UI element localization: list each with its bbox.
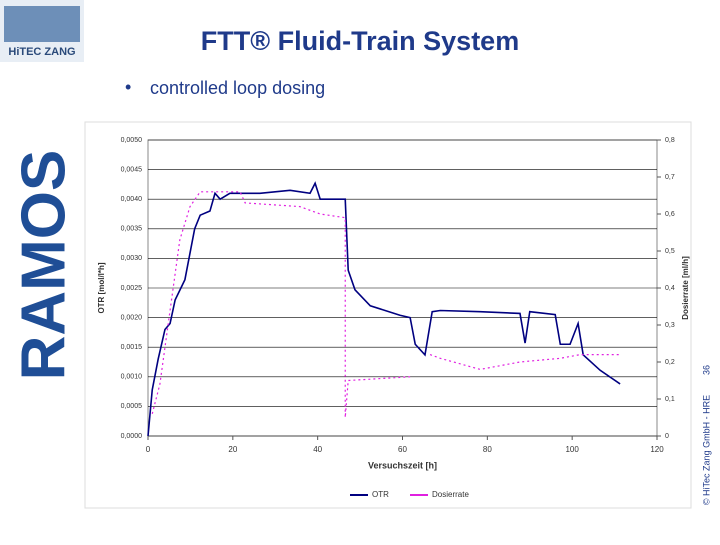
x-tick-label: 120 xyxy=(650,445,664,454)
bullet-dot: • xyxy=(125,77,131,97)
series-line xyxy=(147,181,621,437)
y2-tick-label: 0,1 xyxy=(665,396,675,403)
y2-tick-label: 0,8 xyxy=(665,137,675,144)
x-tick-label: 40 xyxy=(313,445,322,454)
y-tick-label: 0,0010 xyxy=(121,374,143,381)
y-tick-label: 0,0000 xyxy=(121,433,143,440)
y2-tick-label: 0,5 xyxy=(665,248,675,255)
legend-label: Dosierrate xyxy=(432,490,469,499)
x-tick-label: 60 xyxy=(398,445,407,454)
y-tick-label: 0,0015 xyxy=(121,344,143,351)
y-tick-label: 0,0005 xyxy=(121,403,143,410)
y2-tick-label: 0,2 xyxy=(665,359,675,366)
x-tick-label: 100 xyxy=(565,445,579,454)
chart: 0,0000 0,0005 0,0010 0,0015 0,0020 0,0025 0,00… xyxy=(97,137,690,499)
y2-axis-label: Dosierrate [ml/h] xyxy=(681,256,690,320)
logo-mark xyxy=(4,6,80,42)
y-tick-label: 0,0025 xyxy=(121,285,143,292)
y2-tick-label: 0,6 xyxy=(665,211,675,218)
y2-tick-label: 0,3 xyxy=(665,322,675,329)
side-logo: RAMOS xyxy=(9,150,78,381)
y-axis-label: OTR [mol/l*h] xyxy=(97,262,106,313)
y-tick-label: 0,0040 xyxy=(121,196,143,203)
x-axis-label: Versuchszeit [h] xyxy=(368,460,437,470)
page-number: 36 xyxy=(701,365,711,375)
copyright: © HiTec Zang GmbH - HRE xyxy=(701,395,711,505)
bullet-text: controlled loop dosing xyxy=(150,78,325,98)
y2-tick-label: 0 xyxy=(665,433,669,440)
x-tick-label: 20 xyxy=(228,445,237,454)
logo-text: HiTEC ZANG xyxy=(8,46,75,58)
y2-tick-label: 0,4 xyxy=(665,285,675,292)
y-tick-label: 0,0030 xyxy=(121,255,143,262)
x-tick-label: 0 xyxy=(146,445,151,454)
y-tick-label: 0,0045 xyxy=(121,166,143,173)
slide-title: FTT® Fluid-Train System xyxy=(201,26,519,56)
y-tick-label: 0,0020 xyxy=(121,314,143,321)
y-tick-label: 0,0050 xyxy=(121,137,143,144)
legend-label: OTR xyxy=(372,490,389,499)
y-tick-label: 0,0035 xyxy=(121,226,143,233)
series-line xyxy=(151,191,621,418)
x-tick-label: 80 xyxy=(483,445,492,454)
y2-tick-label: 0,7 xyxy=(665,174,675,181)
